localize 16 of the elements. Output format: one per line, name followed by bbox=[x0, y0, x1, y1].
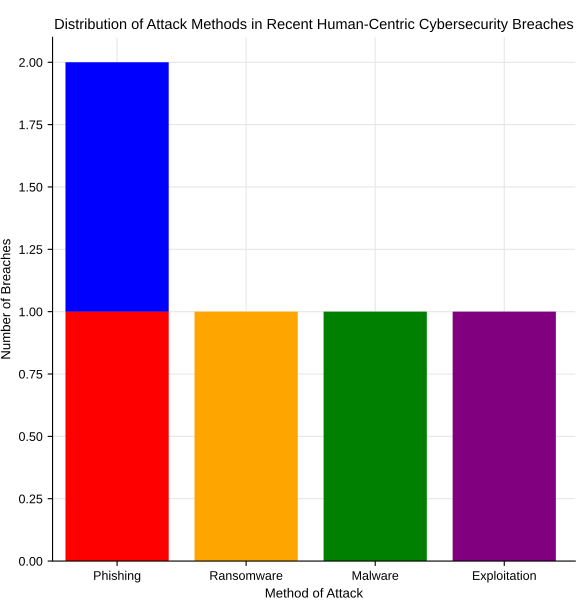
y-tick-label: 0.75 bbox=[19, 370, 42, 379]
y-tick-label: 1.50 bbox=[19, 182, 42, 192]
y-tick-label: 1.00 bbox=[19, 307, 42, 316]
y-tick-label: 0.50 bbox=[19, 432, 42, 442]
y-tick-label: 1.25 bbox=[19, 245, 42, 254]
y-axis-title: Number of Breaches bbox=[0, 239, 10, 359]
y-tick-label: 1.75 bbox=[19, 120, 42, 130]
x-axis-title: Method of Attack bbox=[266, 588, 364, 598]
y-tick-label: 2.00 bbox=[19, 58, 42, 67]
chart-title: Distribution of Attack Methods in Recent Human-Centric Cybersecurity Breaches bbox=[55, 18, 574, 32]
x-tick-label: Exploitation bbox=[472, 570, 536, 582]
y-tick-label: 0.25 bbox=[19, 494, 42, 504]
x-tick-label: Ransomware bbox=[210, 571, 282, 580]
y-tick-label: 0.00 bbox=[19, 556, 42, 566]
x-tick-label: Malware bbox=[352, 570, 398, 580]
x-tick-label: Phishing bbox=[94, 570, 140, 582]
